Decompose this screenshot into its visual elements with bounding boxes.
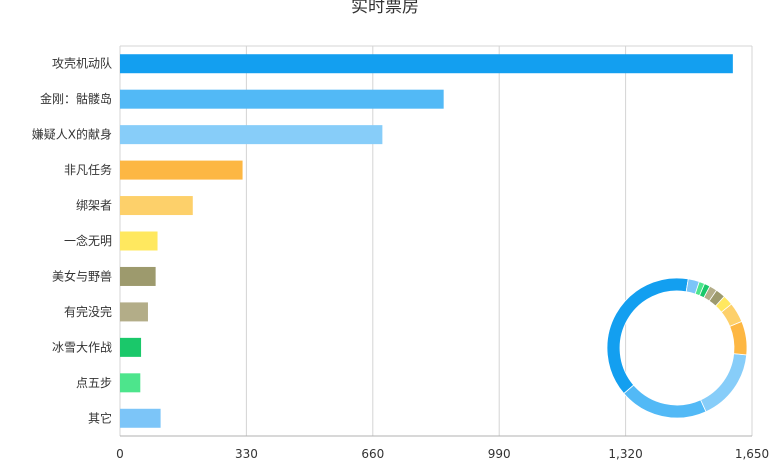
bar — [120, 125, 383, 145]
x-tick-label: 1,320 — [608, 447, 642, 461]
x-tick-label: 330 — [235, 447, 258, 461]
x-tick-label: 0 — [116, 447, 124, 461]
grid-lines — [119, 45, 753, 437]
bar-series — [120, 54, 733, 428]
donut-slice — [685, 278, 700, 295]
bar — [120, 337, 142, 357]
bar — [120, 302, 148, 322]
bar — [120, 266, 156, 286]
donut-slice — [700, 353, 748, 413]
bar — [120, 408, 161, 428]
category-labels: 攻壳机动队金刚：骷髅岛嫌疑人X的献身非凡任务绑架者一念无明美女与野兽有完没完冰雪… — [32, 56, 112, 426]
chart-title: 实时票房 — [351, 0, 419, 17]
category-label: 冰雪大作战 — [52, 340, 112, 354]
category-label: 点五步 — [76, 376, 112, 390]
category-label: 其它 — [88, 410, 112, 425]
x-tick-label: 990 — [488, 447, 511, 461]
bar — [120, 54, 733, 74]
bar — [120, 89, 444, 109]
category-label: 嫌疑人X的献身 — [32, 127, 112, 142]
x-tick-label: 660 — [361, 447, 384, 461]
category-label: 非凡任务 — [64, 162, 112, 177]
category-label: 金刚：骷髅岛 — [40, 91, 112, 106]
category-label: 绑架者 — [76, 199, 112, 213]
share-donut-chart — [606, 277, 748, 419]
donut-slice — [606, 277, 689, 395]
bar — [120, 160, 243, 180]
category-label: 美女与野兽 — [52, 268, 112, 283]
x-axis-tick-labels: 0 330 660 990 1,320 1,650 — [116, 447, 769, 461]
x-tick-label: 1,650 — [735, 447, 769, 461]
category-label: 攻壳机动队 — [52, 56, 112, 71]
bar — [120, 231, 158, 251]
category-label: 一念无明 — [64, 233, 112, 248]
bar — [120, 196, 193, 216]
bar — [120, 373, 141, 393]
category-label: 有完没完 — [64, 304, 112, 319]
donut-slice — [729, 320, 748, 356]
donut-slice — [623, 384, 707, 419]
